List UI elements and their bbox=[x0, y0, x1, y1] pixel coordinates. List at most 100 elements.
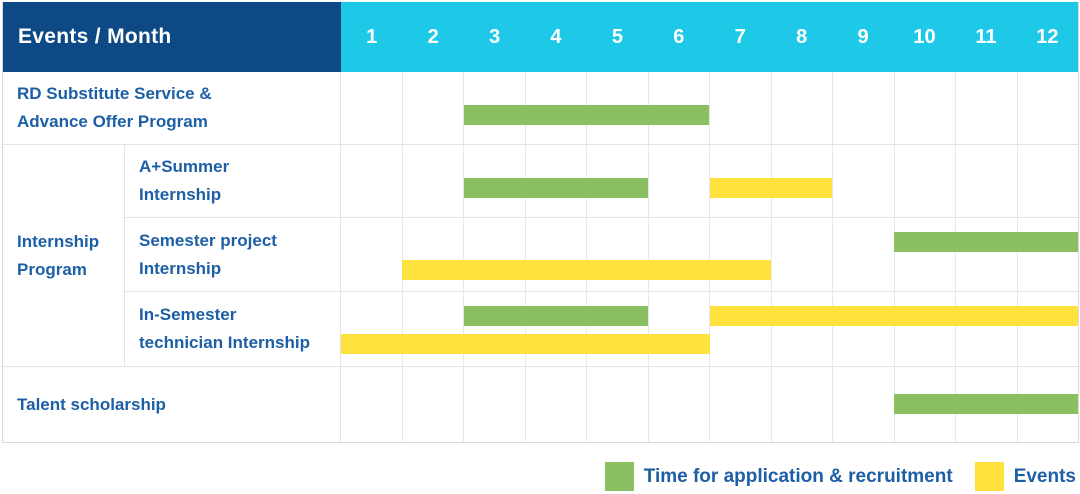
month-header-cell-2: 2 bbox=[427, 25, 439, 48]
month-header-cell-3: 3 bbox=[488, 25, 501, 48]
legend-label: Events bbox=[1013, 465, 1076, 487]
month-grid-cell bbox=[956, 218, 1018, 291]
corner-header-label: Events / Month bbox=[18, 25, 172, 48]
gantt-bar-yellow bbox=[341, 334, 710, 354]
legend: Time for application & recruitment Events bbox=[604, 462, 1076, 491]
month-grid-cell bbox=[772, 218, 833, 291]
row-label-4: Talent scholarship bbox=[3, 367, 341, 442]
month-grid-cell bbox=[341, 218, 403, 291]
legend-item-yellow: Events bbox=[974, 462, 1076, 491]
month-grid-cell bbox=[833, 145, 895, 217]
month-gridlines bbox=[341, 72, 1078, 144]
month-grid-cell bbox=[710, 367, 772, 442]
row-label-line: Internship bbox=[139, 258, 222, 278]
month-header-cell-4: 4 bbox=[550, 25, 562, 48]
month-grid-cell bbox=[772, 145, 833, 217]
row-label-line: Advance Offer Program bbox=[17, 112, 208, 131]
month-grid-cell bbox=[956, 145, 1018, 217]
month-grid-cell bbox=[403, 292, 464, 366]
month-grid-cell bbox=[526, 367, 587, 442]
month-grid-cell bbox=[649, 72, 710, 144]
month-grid-cell bbox=[341, 72, 403, 144]
month-header-cell-9: 9 bbox=[857, 25, 869, 48]
month-grid-cell bbox=[587, 367, 649, 442]
group-label-internship-program: Internship Program bbox=[3, 145, 125, 367]
group-label-line: Internship bbox=[17, 231, 100, 251]
month-grid-cell bbox=[649, 145, 710, 217]
month-grid-cell bbox=[710, 218, 772, 291]
month-grid-cell bbox=[587, 292, 649, 366]
month-grid-cell bbox=[341, 145, 403, 217]
chart-row-3 bbox=[341, 292, 1078, 367]
month-header-row: 1 2 3 4 5 6 7 8 9 10 11 12 bbox=[341, 2, 1078, 72]
corner-header-cell: Events / Month bbox=[3, 2, 341, 72]
chart-row-0 bbox=[341, 72, 1078, 145]
month-header-cell-1: 1 bbox=[366, 25, 378, 48]
row-label-3: In-Semester technician Internship bbox=[125, 292, 341, 367]
row-label-line: A+Summer bbox=[139, 157, 230, 176]
row-label-line: Internship bbox=[139, 185, 222, 204]
month-grid-cell bbox=[956, 72, 1018, 144]
gantt-bar-green bbox=[893, 394, 1078, 414]
month-grid-cell bbox=[649, 292, 710, 366]
month-grid-cell bbox=[403, 72, 464, 144]
legend-label: Time for application & recruitment bbox=[643, 465, 953, 487]
month-grid-cell bbox=[464, 367, 526, 442]
month-grid-cell bbox=[464, 292, 526, 366]
chart-row-4 bbox=[341, 367, 1078, 442]
month-grid-cell bbox=[526, 218, 587, 291]
row-label-line: Talent scholarship bbox=[17, 394, 166, 414]
month-grid-cell bbox=[1018, 145, 1079, 217]
month-grid-cell bbox=[403, 218, 464, 291]
month-grid-cell bbox=[1018, 218, 1079, 291]
month-header-cell-5: 5 bbox=[611, 25, 623, 48]
month-header-cell-7: 7 bbox=[734, 25, 746, 48]
month-grid-cell bbox=[341, 367, 403, 442]
month-grid-cell bbox=[895, 145, 956, 217]
month-grid-cell bbox=[956, 292, 1018, 366]
month-gridlines bbox=[341, 292, 1078, 366]
month-grid-cell bbox=[833, 292, 895, 366]
gantt-bar-green bbox=[463, 178, 649, 198]
month-grid-cell bbox=[526, 292, 587, 366]
month-grid-cell bbox=[1018, 72, 1079, 144]
month-grid-cell bbox=[649, 218, 710, 291]
month-grid-cell bbox=[895, 72, 956, 144]
month-grid-cell bbox=[403, 367, 464, 442]
month-grid-cell bbox=[895, 218, 956, 291]
gantt-bar-yellow bbox=[709, 306, 1078, 326]
gantt-bar-yellow bbox=[402, 260, 771, 280]
gantt-table: Events / Month 1 2 3 4 5 6 7 8 9 10 11 12 Internshi… bbox=[2, 2, 1079, 443]
month-grid-cell bbox=[1018, 292, 1079, 366]
month-grid-cell bbox=[403, 145, 464, 217]
row-label-0: RD Substitute Service & Advance Offer Pro… bbox=[3, 72, 341, 145]
month-grid-cell bbox=[710, 292, 772, 366]
month-grid-cell bbox=[710, 72, 772, 144]
legend-swatch-green bbox=[604, 462, 634, 491]
gantt-bar-green bbox=[463, 306, 649, 326]
month-grid-cell bbox=[833, 367, 895, 442]
month-gridlines bbox=[341, 218, 1078, 291]
month-grid-cell bbox=[772, 72, 833, 144]
month-grid-cell bbox=[772, 292, 833, 366]
row-label-1: A+Summer Internship bbox=[125, 145, 341, 218]
row-label-line: Semester project bbox=[139, 230, 277, 250]
month-grid-cell bbox=[772, 367, 833, 442]
month-grid-cell bbox=[341, 292, 403, 366]
month-header-cell-11: 11 bbox=[975, 25, 997, 48]
chart-row-1 bbox=[341, 145, 1078, 218]
gantt-bar-green bbox=[893, 232, 1078, 252]
month-header-cell-6: 6 bbox=[673, 25, 685, 48]
legend-item-green: Time for application & recruitment bbox=[604, 462, 953, 491]
row-label-line: RD Substitute Service & bbox=[17, 84, 212, 103]
legend-swatch-yellow bbox=[974, 462, 1004, 491]
group-label-line: Program bbox=[17, 259, 87, 279]
month-grid-cell bbox=[833, 218, 895, 291]
row-label-2: Semester project Internship bbox=[125, 218, 341, 292]
row-label-line: In-Semester bbox=[139, 305, 237, 324]
month-grid-cell bbox=[833, 72, 895, 144]
row-label-line: technician Internship bbox=[139, 333, 310, 352]
gantt-bar-green bbox=[463, 105, 710, 125]
month-grid-cell bbox=[587, 218, 649, 291]
